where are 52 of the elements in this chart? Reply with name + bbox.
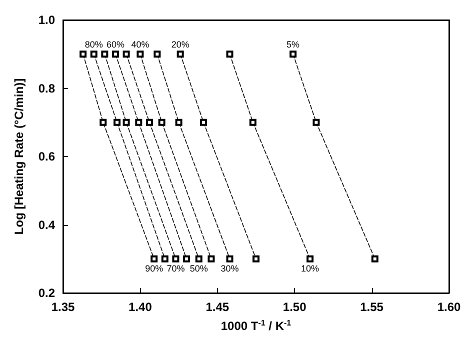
x-tick-label: 1.40: [128, 300, 152, 314]
annotation: 50%: [190, 263, 208, 274]
annotation: 70%: [166, 263, 185, 274]
point: [226, 50, 234, 58]
annotation: 40%: [131, 40, 150, 50]
annotation: 5%: [286, 40, 300, 50]
annotation: 90%: [145, 263, 164, 274]
point: [183, 255, 190, 262]
y-tick-label: 1.0: [38, 13, 56, 27]
x-tick-label: 1.50: [282, 300, 307, 314]
point: [158, 118, 166, 126]
point: [200, 118, 208, 126]
point: [249, 118, 256, 126]
annotation: 30%: [220, 263, 239, 274]
point: [161, 255, 168, 262]
annotation: 80%: [84, 40, 103, 50]
point: [195, 255, 202, 262]
point: [146, 118, 153, 126]
point: [175, 118, 182, 126]
point: [80, 50, 87, 58]
point: [150, 255, 158, 262]
point: [122, 50, 130, 58]
y-tick-label: 0.6: [38, 150, 56, 164]
point: [252, 255, 260, 262]
y-tick-label: 0.8: [38, 81, 56, 96]
point: [122, 118, 130, 126]
x-tick-label: 1.45: [206, 300, 230, 314]
point: [112, 50, 119, 58]
point: [176, 50, 184, 58]
y-axis-title: Log [Heating Rate (°C/min)]: [12, 78, 26, 235]
annotation: 20%: [171, 40, 190, 50]
point: [114, 118, 121, 126]
point: [306, 255, 314, 262]
point: [154, 50, 161, 58]
point: [100, 118, 107, 126]
point: [371, 255, 378, 262]
y-tick-label: 0.2: [38, 286, 56, 300]
point: [135, 118, 142, 126]
point: [226, 255, 234, 262]
x-tick-label: 1.35: [51, 300, 75, 314]
annotation: 60%: [106, 40, 125, 50]
point: [312, 118, 320, 126]
x-tick-label: 1.60: [437, 300, 461, 314]
point: [172, 255, 180, 262]
y-tick-label: 0.4: [38, 218, 56, 232]
point: [136, 50, 144, 58]
point: [101, 50, 108, 58]
x-tick-label: 1.55: [360, 300, 384, 314]
point: [208, 255, 215, 262]
point: [90, 50, 98, 58]
point: [290, 50, 297, 58]
annotation: 10%: [301, 263, 320, 274]
